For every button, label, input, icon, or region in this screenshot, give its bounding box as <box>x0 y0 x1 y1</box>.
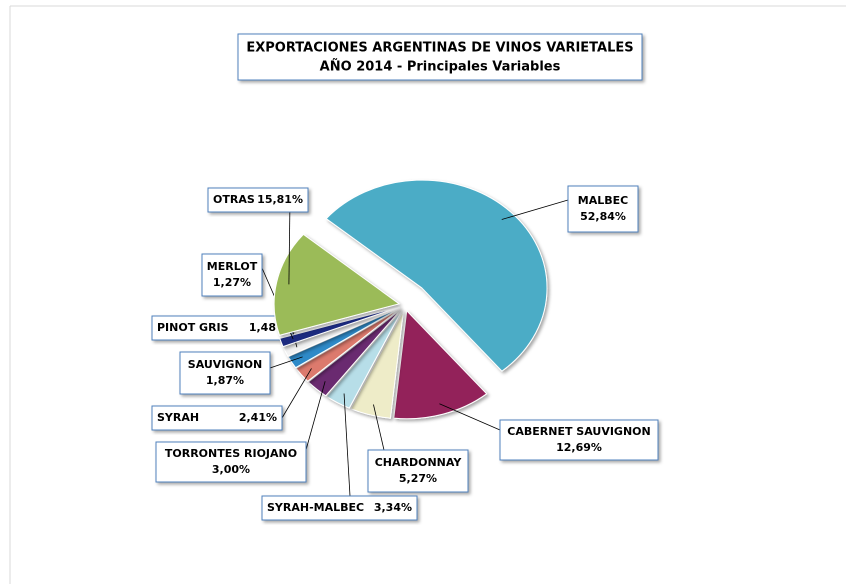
pie-slice <box>393 309 488 420</box>
value-label: 2,41% <box>239 411 277 424</box>
slice-label: TORRONTES RIOJANO <box>165 447 297 460</box>
leader-line <box>288 199 291 285</box>
pie-slice <box>273 233 401 336</box>
label-box <box>567 185 639 233</box>
chart-subtitle: AÑO 2014 - Principales Variables <box>320 59 561 75</box>
leader-line <box>373 404 385 451</box>
value-label: 1,87% <box>206 374 244 387</box>
label-box <box>367 449 469 493</box>
label-box <box>499 419 659 461</box>
pie-slice <box>325 179 548 372</box>
pie-slice <box>295 308 401 382</box>
pie-slice <box>282 306 400 357</box>
value-label: 15,81% <box>257 193 303 206</box>
leader-line <box>269 356 303 369</box>
leader-line <box>343 393 351 497</box>
slice-label: SYRAH-MALBEC <box>267 501 364 514</box>
label-box <box>207 187 309 213</box>
slice-label: CHARDONNAY <box>375 456 463 469</box>
slice-label: SAUVIGNON <box>188 358 262 371</box>
pie-slice <box>307 309 402 397</box>
leader-line <box>501 199 569 220</box>
slice-label: MERLOT <box>207 260 258 273</box>
pie-slice <box>279 306 400 348</box>
leader-line <box>281 368 312 419</box>
value-label: 3,00% <box>212 463 250 476</box>
leader-line <box>439 403 501 431</box>
slice-label: SYRAH <box>157 411 199 424</box>
label-box <box>155 441 307 483</box>
leader-line <box>305 381 326 451</box>
slice-label: MALBEC <box>578 194 628 207</box>
pie-slice <box>326 309 403 409</box>
label-box <box>261 495 418 521</box>
label-box <box>151 315 293 341</box>
pie-slice <box>287 307 401 369</box>
label-box <box>179 351 271 395</box>
slice-label: CABERNET SAUVIGNON <box>507 425 650 438</box>
value-label: 1,27% <box>213 276 251 289</box>
value-label: 52,84% <box>580 210 626 223</box>
chart-title: EXPORTACIONES ARGENTINAS DE VINOS VARIET… <box>246 41 633 56</box>
title-box <box>237 33 643 81</box>
label-box <box>151 405 283 431</box>
label-box <box>201 253 263 297</box>
value-label: 3,34% <box>374 501 412 514</box>
slice-label: OTRAS <box>213 193 255 206</box>
value-label: 5,27% <box>399 472 437 485</box>
pie-slice <box>350 310 404 419</box>
value-label: 12,69% <box>556 441 602 454</box>
slice-label: PINOT GRIS <box>157 321 229 334</box>
